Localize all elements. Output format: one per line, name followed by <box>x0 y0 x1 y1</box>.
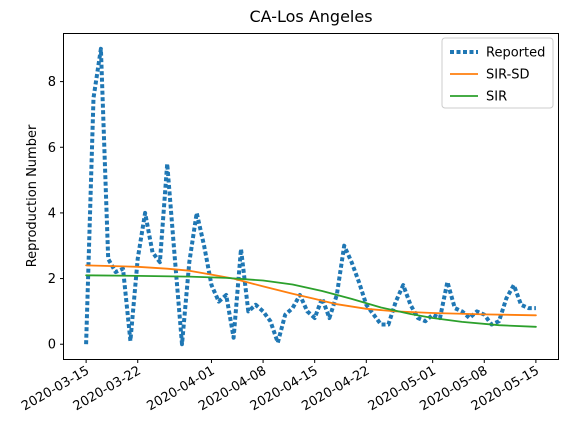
legend-label-sir: SIR <box>486 90 507 105</box>
y-tick-label: 2 <box>48 272 56 287</box>
legend: Reported SIR-SD SIR <box>441 37 554 109</box>
chart-title: CA-Los Angeles <box>249 7 372 26</box>
y-tick-label: 4 <box>48 206 56 221</box>
y-tick-label: 0 <box>48 338 56 353</box>
y-axis-label: Reproduction Number <box>25 124 40 267</box>
y-tick-label: 6 <box>48 141 56 156</box>
series-line-reported <box>84 46 536 347</box>
legend-box <box>441 37 554 109</box>
plot-frame <box>63 33 559 360</box>
legend-label-reported: Reported <box>486 46 545 61</box>
series-layer <box>84 46 537 347</box>
y-tick-label: 8 <box>48 75 56 90</box>
y-axis: 0 2 4 6 8 <box>48 75 64 353</box>
legend-label-sir-sd: SIR-SD <box>486 68 530 83</box>
series-line-sir-sd <box>85 264 537 317</box>
series-line-sir <box>85 274 537 328</box>
